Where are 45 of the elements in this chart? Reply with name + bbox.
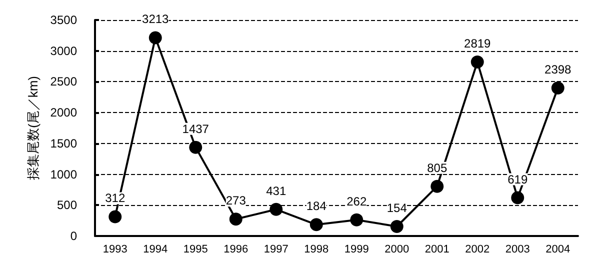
x-tick-label: 1996 xyxy=(224,244,248,256)
y-tick-label: 2000 xyxy=(50,106,78,120)
x-tick-label: 1993 xyxy=(102,244,128,256)
data-label: 2398 xyxy=(544,62,572,77)
data-label: 805 xyxy=(427,160,448,175)
data-label: 3213 xyxy=(142,12,170,26)
y-tick-label: 3000 xyxy=(50,44,78,58)
point xyxy=(229,212,242,226)
y-tick-label: 3500 xyxy=(50,13,78,27)
y-tick-label: 0 xyxy=(70,229,78,243)
x-tick-label: 1995 xyxy=(183,244,208,256)
data-label: 2819 xyxy=(464,36,492,51)
point xyxy=(108,210,122,224)
point xyxy=(470,56,484,69)
data-label: 431 xyxy=(266,184,286,198)
data-label: 262 xyxy=(346,194,367,208)
y-tick-label: 2500 xyxy=(50,74,78,89)
point xyxy=(350,213,364,226)
data-label: 312 xyxy=(105,191,126,206)
data-label: 184 xyxy=(306,199,327,214)
point xyxy=(148,31,162,44)
x-tick-label: 1994 xyxy=(143,244,168,256)
point xyxy=(189,140,202,154)
data-label: 1437 xyxy=(182,122,210,136)
data-label: 619 xyxy=(508,172,528,186)
point xyxy=(310,218,323,232)
data-label: 273 xyxy=(226,194,246,208)
x-tick-label: 2004 xyxy=(546,244,570,256)
point xyxy=(430,180,444,193)
x-tick-label: 1997 xyxy=(264,244,288,256)
point xyxy=(390,220,404,233)
data-label: 154 xyxy=(386,200,408,215)
point xyxy=(270,202,283,216)
y-axis-title: 採集尾数(尾／km) xyxy=(25,76,40,180)
x-tick-label: 1999 xyxy=(344,244,369,256)
y-tick-label: 1500 xyxy=(50,136,78,150)
x-tick-label: 1998 xyxy=(304,244,329,256)
point xyxy=(551,82,564,95)
point xyxy=(511,191,524,204)
x-tick-label: 2002 xyxy=(465,244,490,256)
x-tick-label: 2000 xyxy=(384,244,410,256)
y-tick-label: 500 xyxy=(56,198,78,212)
x-tick-label: 2001 xyxy=(424,244,450,256)
y-tick-label: 1000 xyxy=(50,167,78,182)
x-tick-label: 2003 xyxy=(505,244,530,256)
